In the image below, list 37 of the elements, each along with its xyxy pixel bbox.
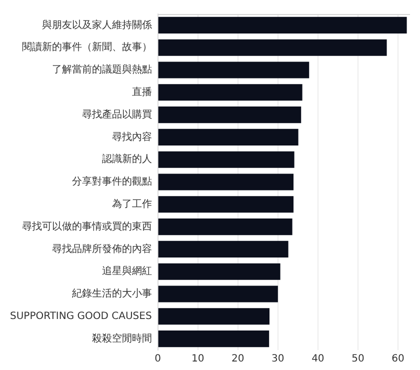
x-tick-label: 0 [154,354,161,365]
bar [158,308,270,325]
bar [158,240,288,258]
x-tick-label: 30 [272,354,284,365]
y-tick-label: 閱讀新的事件（新聞、故事） [22,41,152,54]
x-tick-label: 50 [352,354,364,365]
y-tick-label: 紀錄生活的大小事 [72,288,152,300]
y-tick-label: 追星與網紅 [102,265,152,278]
bar [158,39,387,56]
y-tick-label: SUPPORTING GOOD CAUSES [10,310,152,322]
bar [158,263,280,280]
y-tick-label: 尋找產品以購買 [82,108,152,120]
bar [158,286,278,302]
bar [158,174,294,190]
x-tick-label: 20 [232,354,244,365]
x-tick-label: 10 [191,354,204,365]
bar [158,151,294,168]
bar [158,62,310,78]
y-tick-label: 分享對事件的觀點 [72,176,152,188]
y-tick-label: 直播 [132,86,152,98]
bar [158,196,294,213]
y-tick-label: 了解當前的議題與熱點 [52,64,152,76]
bar [158,218,292,236]
y-tick-label: 為了工作 [112,198,152,210]
y-tick-label: 殺殺空閒時間 [92,332,152,344]
y-tick-label: 與朋友以及家人維持關係 [42,18,152,31]
y-tick-label: 尋找品牌所發佈的內容 [52,242,152,255]
bar [158,16,407,34]
bar [158,128,298,146]
x-tick-label: 40 [312,354,324,365]
y-tick-label: 尋找可以做的事情或買的東西 [22,220,152,232]
bar [158,106,302,124]
y-tick-label: 認識新的人 [102,153,152,166]
bar [158,84,302,101]
x-tick-label: 60 [392,354,404,365]
y-tick-label: 尋找內容 [112,130,152,143]
bar [158,330,270,348]
